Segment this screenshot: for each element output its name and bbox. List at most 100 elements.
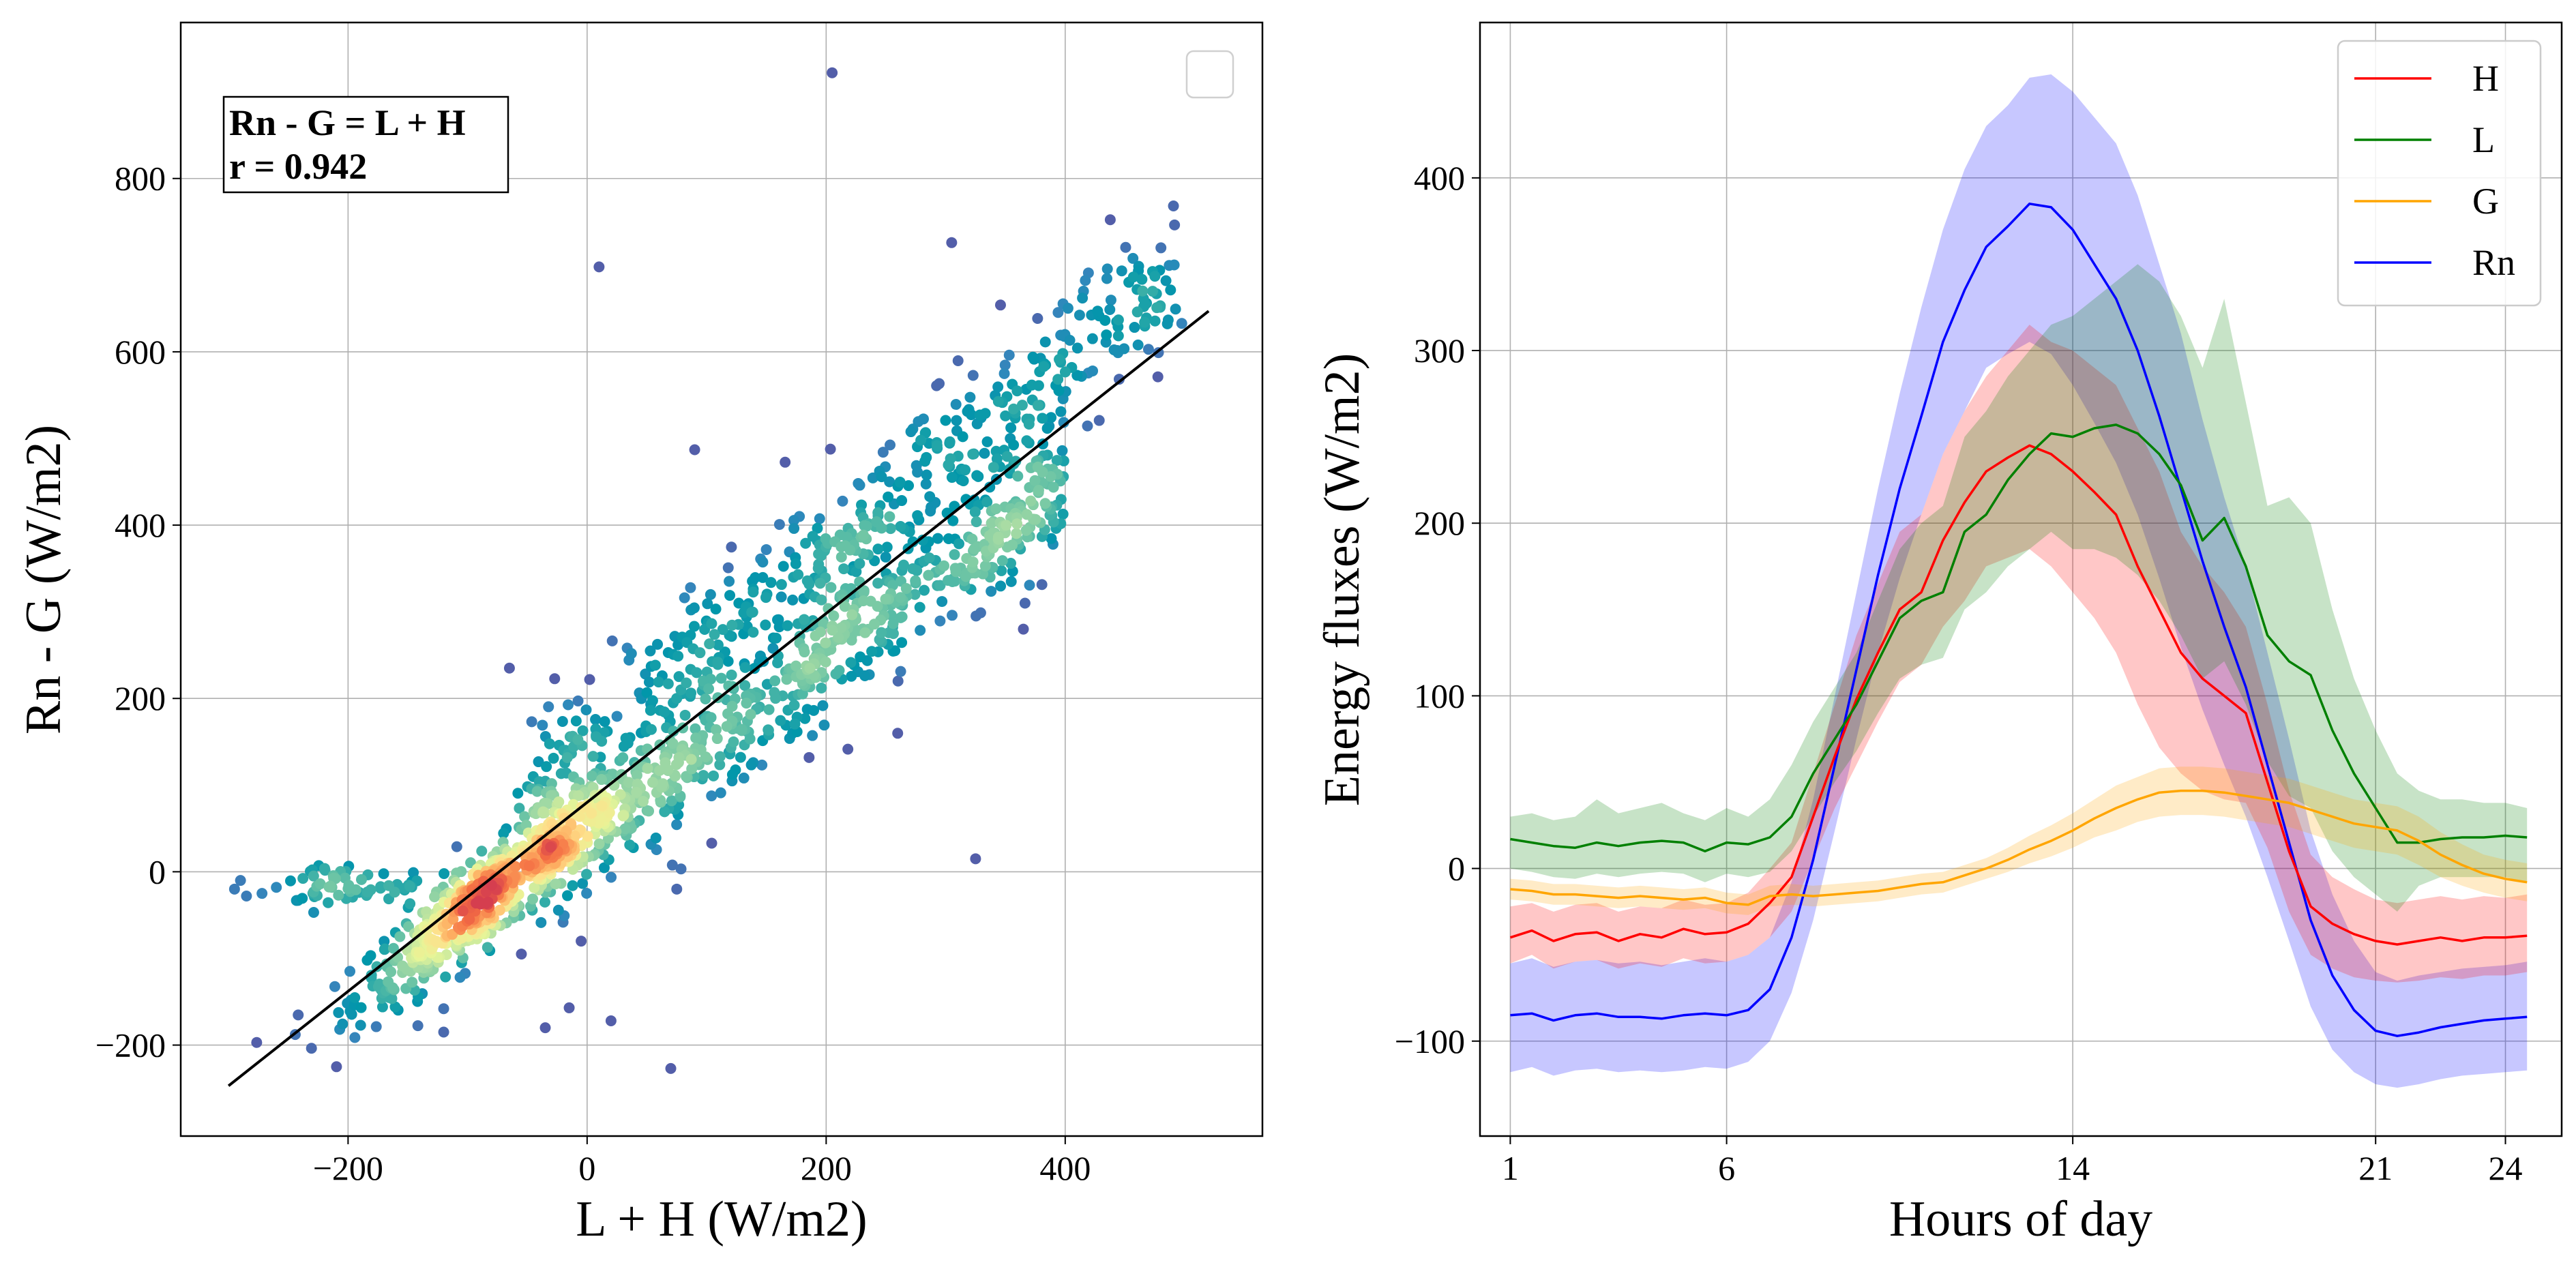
scatter-point: [668, 726, 679, 737]
scatter-point: [1046, 412, 1057, 423]
scatter-point: [584, 674, 595, 685]
scatter-point: [1041, 423, 1053, 434]
scatter-empty-legend: [1185, 50, 1234, 99]
scatter-point: [546, 778, 557, 790]
scatter-point: [726, 541, 737, 553]
scatter-point: [817, 700, 829, 711]
scatter-point: [598, 862, 610, 874]
scatter-point: [726, 619, 738, 631]
scatter-point: [1054, 354, 1065, 366]
scatter-point: [531, 786, 543, 797]
scatter-x-tick-label: −200: [313, 1149, 383, 1187]
scatter-point: [1105, 295, 1116, 306]
scatter-point: [992, 533, 1004, 545]
scatter-point: [820, 637, 831, 649]
scatter-point: [581, 887, 593, 899]
scatter-point: [1129, 322, 1140, 333]
scatter-point: [643, 805, 655, 817]
scatter-point: [827, 67, 838, 78]
scatter-point: [883, 491, 894, 503]
scatter-point: [406, 977, 418, 988]
scatter-point: [647, 777, 658, 788]
scatter-point: [1152, 371, 1164, 383]
scatter-point: [486, 880, 497, 891]
scatter-point: [1057, 508, 1069, 520]
scatter-point: [799, 646, 810, 658]
scatter-point: [895, 592, 906, 603]
scatter-point: [580, 704, 592, 715]
scatter-x-tick-label: 200: [801, 1149, 852, 1187]
scatter-point: [1037, 413, 1048, 424]
scatter-point: [820, 656, 831, 668]
scatter-point: [981, 436, 993, 447]
scatter-point: [1155, 242, 1167, 254]
scatter-point: [1012, 471, 1024, 482]
scatter-point: [940, 415, 951, 426]
scatter-point: [788, 700, 800, 711]
scatter-point: [946, 472, 958, 483]
scatter-point: [526, 716, 537, 728]
scatter-point: [652, 638, 664, 650]
scatter-point: [539, 1022, 551, 1034]
scatter-point: [915, 434, 927, 446]
scatter-point: [350, 884, 361, 895]
scatter-point: [984, 481, 996, 493]
scatter-point: [688, 602, 700, 614]
scatter-point: [790, 558, 801, 569]
scatter-point: [724, 590, 736, 601]
scatter-point: [846, 609, 858, 621]
scatter-point: [910, 575, 921, 586]
fit-line: [227, 310, 1210, 1087]
scatter-point: [845, 657, 857, 668]
scatter-point: [561, 751, 573, 763]
line-y-tick-label: 400: [1414, 159, 1465, 197]
scatter-point: [593, 838, 605, 850]
scatter-point: [1104, 304, 1116, 316]
scatter-point: [919, 584, 930, 596]
scatter-point: [885, 439, 896, 451]
scatter-point: [966, 409, 977, 421]
scatter-y-tick-label: 0: [149, 852, 166, 891]
scatter-point: [947, 515, 959, 526]
scatter-point: [650, 832, 662, 844]
scatter-point: [787, 594, 799, 606]
scatter-point: [1005, 576, 1017, 587]
scatter-point: [498, 827, 509, 839]
scatter-point: [256, 888, 268, 899]
scatter-point: [569, 830, 580, 841]
scatter-point: [1161, 318, 1173, 329]
scatter-point: [705, 712, 717, 724]
scatter-point: [920, 478, 932, 490]
scatter-point: [333, 1007, 344, 1018]
scatter-point: [838, 563, 850, 575]
scatter-point: [853, 477, 864, 489]
scatter-point: [857, 529, 869, 541]
scatter-point: [825, 582, 837, 593]
scatter-point: [714, 759, 726, 771]
scatter-point: [524, 860, 535, 871]
scatter-point: [573, 790, 584, 801]
scatter-point: [555, 768, 567, 779]
scatter-y-tick-label: 200: [115, 679, 166, 717]
scatter-point: [1000, 410, 1011, 421]
scatter-point: [494, 904, 505, 916]
scatter-point: [1052, 307, 1064, 318]
scatter-point: [625, 648, 637, 659]
scatter-point: [964, 391, 976, 403]
scatter-point: [1028, 353, 1040, 365]
scatter-point: [1151, 302, 1163, 314]
scatter-point: [876, 471, 887, 483]
scatter-point: [949, 576, 960, 587]
scatter-point: [816, 594, 827, 606]
scatter-point: [671, 883, 683, 895]
scatter-point: [756, 759, 768, 771]
scatter-point: [728, 736, 739, 747]
scatter-point: [553, 796, 565, 807]
scatter-point: [781, 674, 793, 685]
scatter-point: [1093, 415, 1105, 426]
line-ticks: 1 6 14 21 24 −100 0 100 200 300 400: [1395, 159, 2523, 1187]
scatter-point: [739, 661, 751, 673]
scatter-point: [907, 536, 919, 548]
legend-label-rn: Rn: [2472, 242, 2515, 283]
scatter-point: [960, 464, 971, 476]
